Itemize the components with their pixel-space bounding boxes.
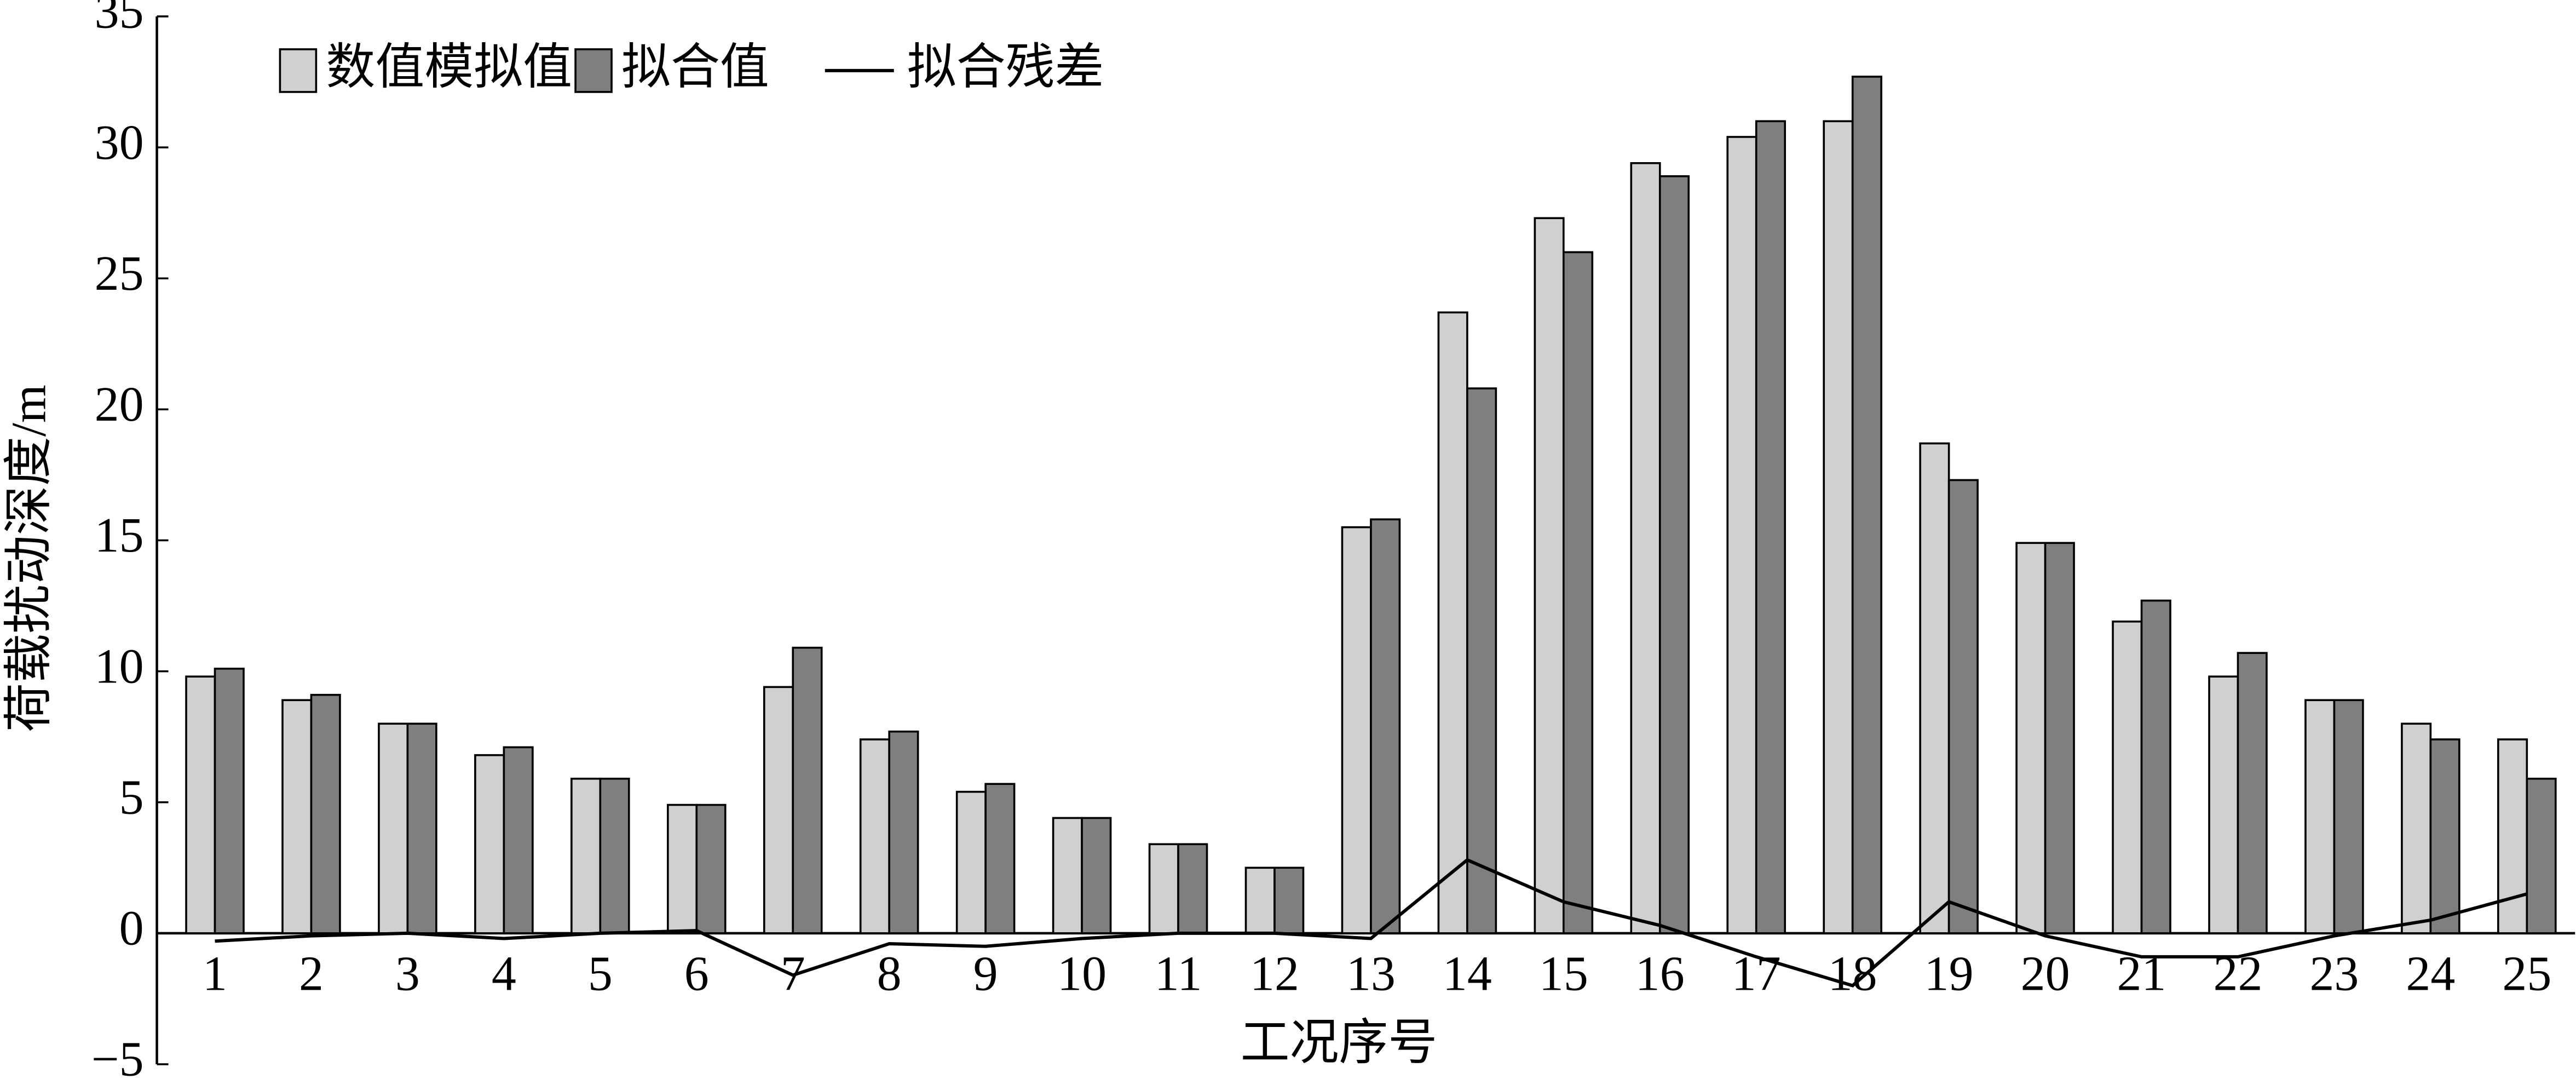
x-tick-label: 18 bbox=[1828, 947, 1877, 1001]
x-tick-label: 5 bbox=[588, 947, 613, 1001]
x-tick-label: 14 bbox=[1443, 947, 1492, 1001]
x-tick-label: 6 bbox=[684, 947, 709, 1001]
x-tick-label: 1 bbox=[203, 947, 227, 1001]
x-tick-label: 12 bbox=[1250, 947, 1299, 1001]
bar bbox=[1437, 311, 1468, 934]
bar bbox=[1823, 120, 1854, 934]
x-tick-label: 21 bbox=[2117, 947, 2166, 1001]
bar bbox=[1177, 843, 1208, 934]
bar bbox=[1081, 817, 1112, 934]
bar bbox=[1755, 120, 1786, 934]
bar bbox=[1148, 843, 1179, 934]
bar bbox=[1052, 817, 1083, 934]
bar bbox=[2304, 699, 2336, 934]
x-tick-label: 2 bbox=[299, 947, 324, 1001]
bar bbox=[1919, 442, 1950, 934]
bar bbox=[1244, 866, 1276, 934]
x-tick-label: 23 bbox=[2309, 947, 2359, 1001]
y-tick-label: 30 bbox=[95, 116, 144, 170]
bar bbox=[1563, 251, 1594, 934]
y-axis-title: 荷载扰动深度/m bbox=[2, 384, 56, 732]
bar bbox=[503, 746, 534, 934]
bar bbox=[2333, 699, 2364, 934]
bar bbox=[310, 693, 341, 934]
bar bbox=[1273, 866, 1305, 934]
y-tick-label: 25 bbox=[95, 246, 144, 301]
legend-label: 数值模拟值 bbox=[326, 41, 572, 95]
bar bbox=[2401, 722, 2432, 934]
x-tick-label: 3 bbox=[395, 947, 420, 1001]
bar bbox=[281, 699, 313, 934]
bar bbox=[955, 790, 987, 934]
x-tick-label: 25 bbox=[2502, 947, 2551, 1001]
x-tick-label: 8 bbox=[877, 947, 902, 1001]
bar bbox=[1947, 479, 1979, 934]
x-tick-label: 13 bbox=[1346, 947, 1396, 1001]
bar bbox=[378, 722, 409, 934]
bar bbox=[185, 675, 216, 934]
x-tick-label: 19 bbox=[1924, 947, 1974, 1001]
x-tick-label: 24 bbox=[2406, 947, 2455, 1001]
x-axis-title: 工况序号 bbox=[1241, 1016, 1438, 1070]
bar bbox=[1534, 217, 1565, 934]
x-tick-label: 15 bbox=[1539, 947, 1588, 1001]
x-tick-label: 4 bbox=[492, 947, 516, 1001]
bar bbox=[1370, 518, 1401, 934]
y-tick-label: 20 bbox=[95, 377, 144, 432]
bar bbox=[1851, 76, 1882, 934]
bar bbox=[1341, 526, 1372, 934]
bar bbox=[2237, 652, 2268, 934]
x-tick-label: 9 bbox=[973, 947, 998, 1001]
legend-label: 拟合值 bbox=[621, 41, 769, 95]
bar bbox=[599, 777, 630, 934]
bar bbox=[984, 783, 1016, 934]
bar bbox=[695, 803, 727, 934]
x-tick-label: 22 bbox=[2214, 947, 2263, 1001]
x-tick-label: 11 bbox=[1155, 947, 1202, 1001]
bar bbox=[763, 686, 794, 934]
x-tick-label: 17 bbox=[1732, 947, 1781, 1001]
bar bbox=[1658, 175, 1690, 934]
bar bbox=[666, 803, 698, 934]
y-tick-label: 15 bbox=[95, 508, 144, 563]
x-tick-label: 16 bbox=[1635, 947, 1685, 1001]
bar bbox=[1726, 136, 1757, 934]
bar bbox=[570, 777, 602, 934]
bar bbox=[474, 754, 505, 934]
bar bbox=[2112, 620, 2143, 934]
residual-line bbox=[215, 858, 2528, 988]
bar bbox=[2015, 542, 2047, 934]
bar bbox=[2044, 542, 2075, 934]
x-tick-label: 10 bbox=[1057, 947, 1107, 1001]
bar bbox=[1630, 162, 1661, 934]
bar bbox=[2526, 777, 2557, 934]
legend-swatch bbox=[574, 48, 613, 93]
legend-label: 拟合残差 bbox=[907, 41, 1104, 95]
bar bbox=[859, 738, 890, 934]
y-tick-label: −5 bbox=[91, 1032, 144, 1079]
bar bbox=[792, 646, 823, 934]
bar bbox=[2429, 738, 2460, 934]
bar bbox=[2140, 599, 2171, 934]
y-tick-label: 10 bbox=[95, 639, 144, 693]
legend-swatch bbox=[279, 48, 318, 93]
y-tick-label: 0 bbox=[119, 902, 144, 956]
bar bbox=[214, 668, 245, 934]
x-tick-label: 20 bbox=[2021, 947, 2070, 1001]
y-tick-label: 35 bbox=[95, 0, 144, 39]
bar bbox=[2497, 738, 2528, 934]
bar bbox=[888, 730, 919, 934]
bar bbox=[1466, 387, 1497, 934]
bar bbox=[2208, 675, 2239, 934]
y-tick-label: 5 bbox=[119, 770, 144, 824]
bar bbox=[406, 722, 437, 934]
